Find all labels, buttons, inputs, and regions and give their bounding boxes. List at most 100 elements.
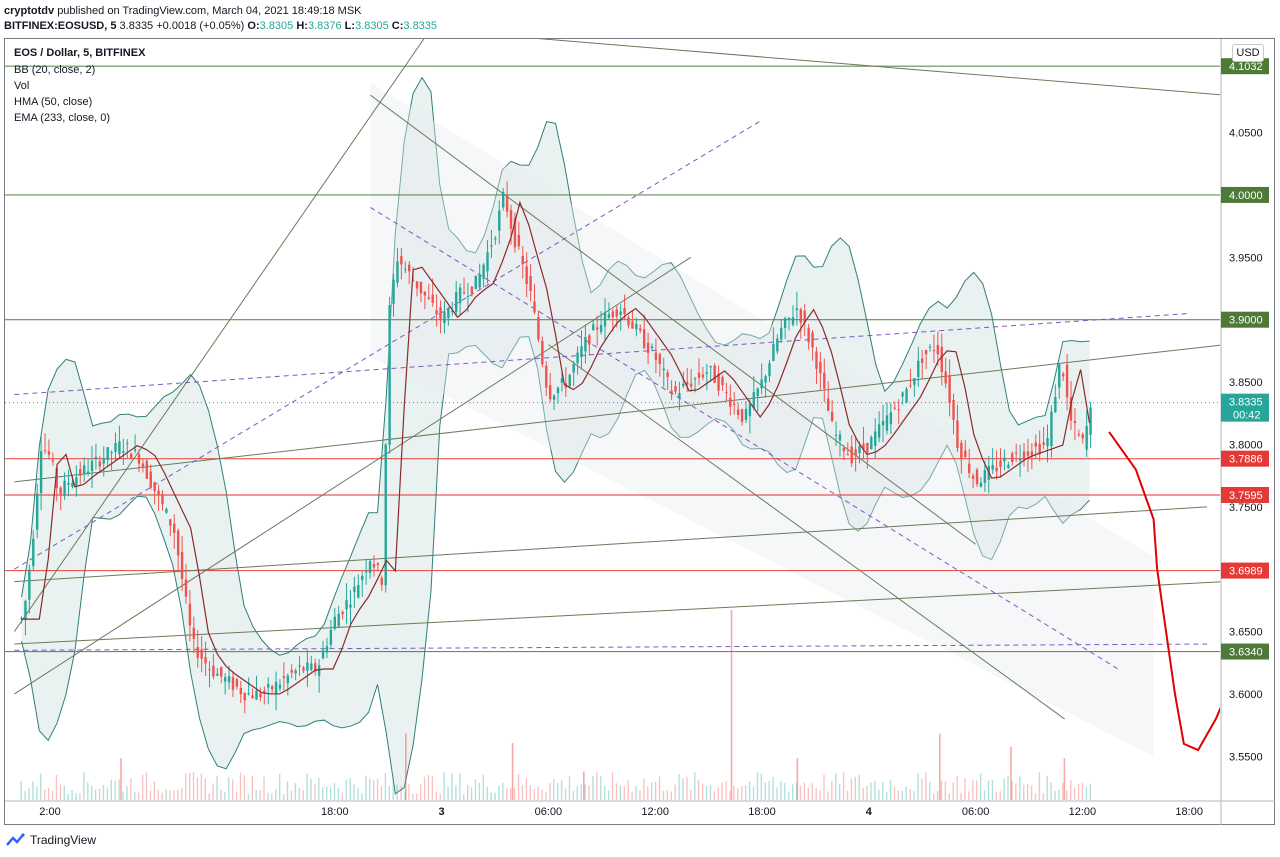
volume-bar [59,784,62,800]
volume-bar [157,789,159,800]
open-value: 3.8305 [259,20,294,32]
price-level-label: 3.7886 [1229,454,1263,466]
volume-bar [181,787,183,800]
candle-body [893,407,896,409]
countdown-label: 00:42 [1233,410,1261,422]
candle-body [478,274,481,288]
volume-bar [733,785,735,800]
chart-frame[interactable] [4,38,1275,825]
currency-button[interactable]: USD [1232,44,1264,62]
candle-body [392,279,395,304]
volume-bar [490,792,492,800]
volume-bar [682,778,684,800]
volume-bar [169,790,171,800]
volume-bar [341,792,344,800]
volume-bar [161,792,163,800]
candle-body [693,378,697,380]
candle-body [454,292,458,313]
candle-body [650,346,654,349]
candle-body [408,264,411,272]
candle-body [482,264,485,279]
candle-body [627,317,630,326]
volume-bar [416,793,418,800]
candle-body [654,352,658,360]
candle-body [952,399,955,420]
volume-bar [275,789,277,800]
candle-body [607,314,611,318]
volume-bar [827,791,829,800]
candle-body [43,450,47,452]
candle-body [744,408,748,420]
volume-bar [858,774,860,800]
price-tick-label: 3.6000 [1229,689,1263,701]
candle-body [196,646,199,658]
volume-bar [165,789,167,800]
candle-body [55,468,58,488]
price-change: +0.0018 (+0.05%) [156,20,245,32]
volume-bar [968,791,970,800]
candle-body [79,469,82,476]
candle-body [560,378,564,383]
time-tick-label: 12:00 [641,806,669,818]
volume-bar [44,789,46,800]
volume-bar [372,780,375,800]
last-price-tag [1221,393,1269,422]
volume-bar [517,774,520,800]
candle-body [67,482,70,485]
candle-body [682,383,685,386]
volume-bar [220,789,222,800]
candle-body [905,388,908,403]
candle-body [768,363,771,377]
legend-hma[interactable]: HMA (50, close) [14,96,93,108]
volume-bar [290,790,293,800]
candle-body [298,665,301,667]
candle-body [345,600,348,610]
volume-bar [510,788,512,800]
volume-bar [725,781,727,800]
candle-body [439,307,442,320]
volume-bar [79,793,81,800]
volume-bar [1034,793,1037,800]
candle-body [889,412,893,425]
volume-bar [177,789,179,800]
legend-bb[interactable]: BB (20, close, 2) [14,64,96,76]
volume-bar [795,782,798,800]
volume-bar [756,772,759,800]
price-tick-label: 3.7500 [1229,502,1263,514]
volume-bar [251,775,253,800]
author-name[interactable]: cryptotdv [4,5,55,17]
candle-body [24,601,27,620]
volume-bar [71,789,73,800]
candle-body [141,463,145,468]
candle-body [310,663,313,670]
candle-body [525,266,528,285]
volume-bar [643,779,645,800]
candle-body [678,393,681,399]
candle-body [521,255,524,265]
candle-body [231,677,235,690]
volume-bar [204,778,206,800]
candle-body [803,310,806,323]
volume-bar [882,781,884,800]
footer-brand[interactable]: TradingView [30,833,97,847]
candle-body [1069,397,1073,421]
volume-bar [228,777,230,800]
volume-bar [701,783,704,800]
candle-body [729,397,732,407]
candle-body [670,390,673,394]
legend-vol[interactable]: Vol [14,80,30,92]
candle-body [458,287,462,304]
price-level-label: 3.7595 [1229,490,1263,502]
volume-bar [647,786,649,800]
candle-body [599,325,603,333]
legend-ema[interactable]: EMA (233, close, 0) [14,112,110,124]
high-label: H: [296,20,308,32]
candle-body [850,446,853,464]
candle-body [51,460,55,462]
volume-bar [776,787,778,800]
volume-bar [380,786,383,800]
volume-bar [940,780,943,800]
volume-bar [212,783,214,800]
candle-body [35,493,39,530]
